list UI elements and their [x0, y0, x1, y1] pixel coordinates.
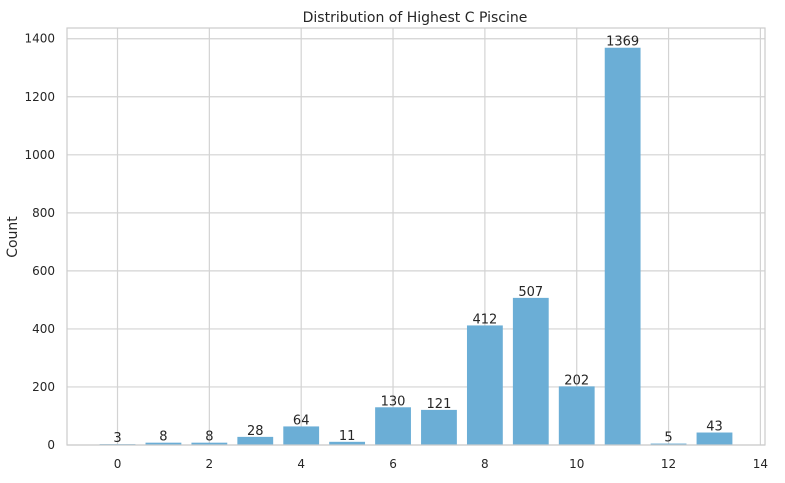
y-tick-label: 1200 — [24, 90, 55, 104]
bar — [421, 409, 457, 445]
y-tick-label: 600 — [32, 264, 55, 278]
y-tick-label: 400 — [32, 322, 55, 336]
x-tick-label: 4 — [297, 457, 305, 471]
bar-value-label: 5 — [664, 431, 672, 446]
bar — [650, 443, 687, 445]
y-tick-label: 0 — [47, 438, 55, 452]
bar — [512, 297, 549, 445]
bar — [145, 442, 182, 445]
bar — [696, 432, 733, 445]
bar-value-label: 43 — [706, 420, 723, 435]
bar-value-labels: 3 8 8 28 64 11 130 121 412 507 202 1369 5 43 — [113, 35, 722, 446]
grid-lines — [67, 28, 765, 446]
bar-value-label: 8 — [205, 430, 213, 445]
bar — [375, 407, 411, 445]
bar — [466, 325, 503, 445]
y-tick-label: 800 — [32, 206, 55, 220]
x-tick-label: 6 — [389, 457, 397, 471]
bar-value-label: 1369 — [606, 35, 639, 50]
y-tick-labels: 0 200 400 600 800 1000 1200 1400 — [24, 32, 55, 452]
bar — [283, 426, 320, 445]
bar — [237, 436, 274, 445]
x-tick-label: 14 — [753, 457, 768, 471]
bar — [191, 442, 228, 445]
x-tick-labels: 0 2 4 6 8 10 12 14 — [114, 457, 768, 471]
bar-value-label: 8 — [159, 430, 167, 445]
bar — [604, 47, 641, 445]
y-axis-label: Count — [5, 216, 21, 258]
chart-title: Distribution of Highest C Piscine — [303, 10, 528, 26]
bar-value-label: 11 — [339, 429, 356, 444]
bar-value-label: 507 — [518, 285, 543, 300]
x-tick-label: 2 — [206, 457, 214, 471]
x-tick-label: 10 — [569, 457, 584, 471]
bar-value-label: 3 — [113, 431, 121, 446]
plot-frame — [66, 27, 766, 446]
bars — [99, 47, 733, 445]
x-tick-label: 12 — [661, 457, 676, 471]
bar — [558, 386, 595, 445]
bar — [329, 441, 366, 445]
bar-value-label: 202 — [564, 373, 589, 388]
y-tick-label: 200 — [32, 380, 55, 394]
x-tick-label: 8 — [481, 457, 489, 471]
bar-value-label: 28 — [247, 424, 264, 439]
y-tick-label: 1000 — [24, 148, 55, 162]
bar-value-label: 121 — [427, 397, 452, 412]
y-tick-label: 1400 — [24, 32, 55, 46]
bar-value-label: 412 — [472, 312, 497, 327]
bar-value-label: 64 — [293, 413, 310, 428]
bar-value-label: 130 — [381, 394, 406, 409]
x-tick-label: 0 — [114, 457, 122, 471]
